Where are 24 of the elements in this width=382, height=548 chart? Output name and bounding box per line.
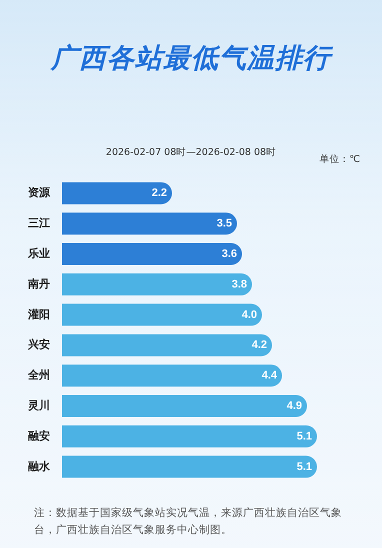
chart-subtitle: 2026-02-07 08时—2026-02-08 08时 [106, 147, 276, 158]
data-label: 4.2 [252, 339, 267, 352]
data-label: 3.8 [232, 278, 247, 290]
data-label: 3.5 [216, 218, 232, 230]
data-label: 5.1 [296, 430, 312, 442]
y-tick-label: 乐业 [27, 247, 50, 260]
data-label: 4.9 [286, 400, 302, 412]
y-tick-label: 全州 [27, 368, 50, 382]
y-tick-label: 兴安 [27, 338, 50, 352]
y-tick-label: 南丹 [27, 277, 50, 290]
y-tick-label: 灵川 [27, 399, 50, 412]
data-label: 2.2 [152, 187, 167, 200]
y-tick-label: 资源 [28, 186, 51, 200]
y-tick-label: 融安 [28, 429, 50, 442]
data-label: 3.6 [222, 248, 237, 260]
y-tick-label: 融水 [28, 460, 51, 473]
y-tick-label: 三江 [28, 216, 50, 230]
chart-title: 广西各站最低气温排行 [49, 42, 334, 76]
text: 注：数据基于国家级气象站实况气温，来源广西壮族自治区气象台，广西壮族自治区气象服务中心制图。 [34, 506, 343, 538]
data-label: 4.4 [262, 370, 278, 382]
x-axis-title: 单位：℃ [319, 153, 360, 166]
data-label: 4.0 [242, 308, 257, 321]
y-tick-label: 灌阳 [27, 308, 50, 321]
data-label: 5.1 [296, 460, 312, 473]
